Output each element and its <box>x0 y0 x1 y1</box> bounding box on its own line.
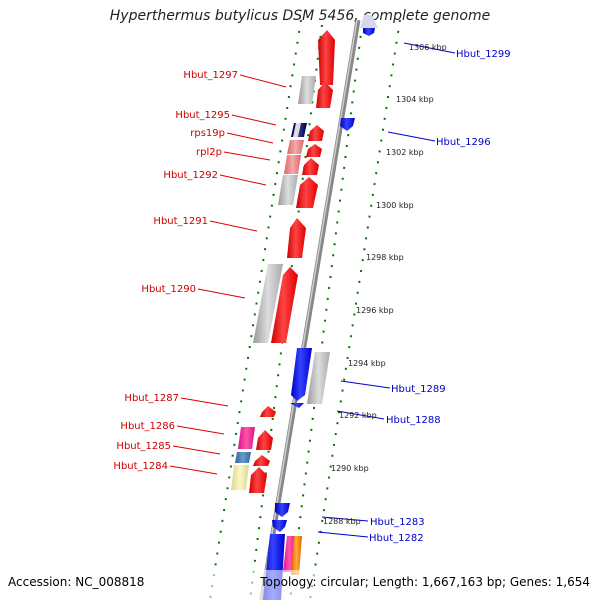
label-hbut-1289[interactable]: Hbut_1289 <box>391 384 446 395</box>
label-rpl2p[interactable]: rpl2p <box>196 147 222 158</box>
gene-hbut-1289-grey[interactable] <box>307 352 330 404</box>
gene-hbut-1289-blue[interactable] <box>290 348 312 408</box>
gene-hbut-1285-red[interactable] <box>253 455 270 466</box>
kbp-label: 1300 kbp <box>376 201 414 210</box>
label-hbut-1284[interactable]: Hbut_1284 <box>113 461 168 472</box>
right-leader-lines <box>317 42 456 538</box>
map-title: Hyperthermus butylicus DSM 5456, complet… <box>109 8 491 24</box>
left-leader-lines <box>169 74 287 475</box>
kbp-label: 1290 kbp <box>331 464 369 473</box>
label-hbut-1295[interactable]: Hbut_1295 <box>175 110 230 121</box>
label-hbut-1286[interactable]: Hbut_1286 <box>120 421 175 432</box>
label-hbut-1297[interactable]: Hbut_1297 <box>183 70 238 81</box>
gene-hbut-1297b-red[interactable] <box>316 82 333 108</box>
label-hbut-1296[interactable]: Hbut_1296 <box>436 137 491 148</box>
kbp-label: 1298 kbp <box>366 253 404 262</box>
gene-rpl2p-red[interactable] <box>302 158 319 175</box>
gene-hbut-1287-red[interactable] <box>260 406 276 417</box>
kbp-label: 1288 kbp <box>323 517 361 526</box>
gene-hbut-1296-blue[interactable] <box>340 118 355 131</box>
label-rps19p[interactable]: rps19p <box>190 128 225 139</box>
gene-hbut-1290-grey[interactable] <box>253 264 283 343</box>
gene-hbut-1297-red[interactable] <box>318 30 335 85</box>
gene-rps19p-red[interactable] <box>306 144 322 157</box>
gene-bottom-orange[interactable] <box>291 536 302 575</box>
gene-hbut-1291-red[interactable] <box>287 218 306 258</box>
gene-hbut-1285-steel[interactable] <box>235 452 251 463</box>
gene-hbut-1290-red[interactable] <box>271 267 298 343</box>
gene-hbut-1295-red[interactable] <box>308 125 324 141</box>
gene-hbut-1297-grey[interactable] <box>298 76 316 104</box>
label-hbut-1285[interactable]: Hbut_1285 <box>116 441 171 452</box>
gene-hbut-1283-blue[interactable] <box>272 503 290 532</box>
gene-rpl2p-lightpink[interactable] <box>284 155 301 174</box>
gene-hbut-1299-blue[interactable] <box>363 28 375 36</box>
accession-text: Accession: NC_008818 <box>8 575 145 589</box>
topology-text: Topology: circular; Length: 1,667,163 bp… <box>260 575 590 589</box>
label-hbut-1299[interactable]: Hbut_1299 <box>456 49 511 60</box>
gene-hbut-1295-navy[interactable] <box>291 123 307 137</box>
kbp-label: 1302 kbp <box>386 148 424 157</box>
genome-axis-highlight <box>260 19 358 600</box>
gene-rps19p-lightpink[interactable] <box>287 140 304 154</box>
label-hbut-1282[interactable]: Hbut_1282 <box>369 533 424 544</box>
kbp-label: 1292 kbp <box>339 411 377 420</box>
label-hbut-1288[interactable]: Hbut_1288 <box>386 415 441 426</box>
label-hbut-1283[interactable]: Hbut_1283 <box>370 517 425 528</box>
label-hbut-1290[interactable]: Hbut_1290 <box>141 284 196 295</box>
kbp-label: 1304 kbp <box>396 95 434 104</box>
gene-hbut-1284-khaki[interactable] <box>231 465 249 490</box>
inner-right-dotted-track <box>289 24 363 600</box>
gene-hbut-1284-red[interactable] <box>249 467 267 493</box>
gene-hbut-1299-grey[interactable] <box>360 15 378 28</box>
kbp-label: 1296 kbp <box>356 306 394 315</box>
gene-hbut-1286-red[interactable] <box>256 430 273 450</box>
kbp-label: 1306 kbp <box>409 43 447 52</box>
gene-hbut-1292-red[interactable] <box>296 177 318 208</box>
genome-axis <box>259 19 361 600</box>
gene-hbut-1286-pink[interactable] <box>238 427 255 449</box>
label-hbut-1287[interactable]: Hbut_1287 <box>124 393 179 404</box>
label-hbut-1291[interactable]: Hbut_1291 <box>153 216 208 227</box>
label-hbut-1292[interactable]: Hbut_1292 <box>163 170 218 181</box>
gene-hbut-1292-grey[interactable] <box>278 175 298 205</box>
kbp-label: 1294 kbp <box>348 359 386 368</box>
